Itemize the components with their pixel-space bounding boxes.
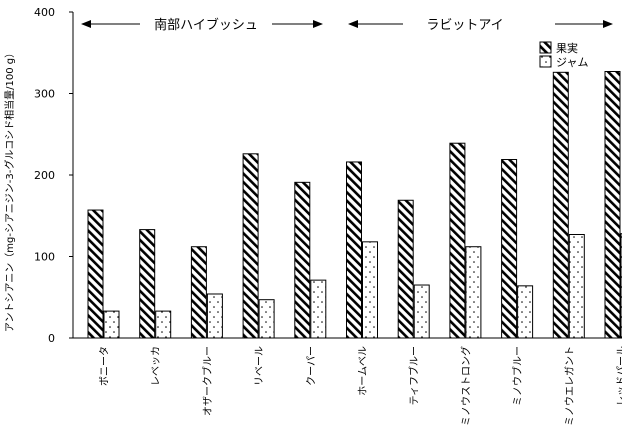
bar-fruit (552, 71, 569, 339)
legend-swatch-fruit (539, 41, 552, 54)
bar-jam (155, 310, 172, 339)
bar-jam (206, 293, 223, 339)
x-tick-labels: ボニータ レベッカ オザークブルー リベール クーパー ホームベル ティフブルー ミノウストロ… (99, 346, 622, 426)
bar-fruit (501, 159, 518, 339)
bar-fruit (87, 209, 104, 339)
bar-jam (258, 299, 275, 339)
bar-fruit (190, 246, 207, 339)
x-tick-label: ボニータ (99, 346, 111, 386)
x-tick-label: ミノウエレガント (564, 346, 576, 426)
y-tick-label: 100 (34, 251, 55, 264)
bar-jam (413, 284, 430, 339)
x-tick-label: リベール (254, 346, 266, 386)
legend-swatch-jam (539, 55, 552, 68)
bar-jam (568, 233, 585, 339)
bar-fruit (449, 142, 466, 339)
bar-jam (517, 285, 534, 339)
group-label-southern-highbush: 南部ハイブッシュ (154, 17, 258, 33)
group-annotations: 南部ハイブッシュ ラビットアイ (81, 17, 613, 33)
axes: 0 100 200 300 400 (34, 6, 622, 345)
bar-fruit (294, 181, 311, 339)
x-tick-label: ミノウストロング (459, 346, 472, 426)
bar-fruit (346, 161, 362, 339)
legend-label-jam: ジャム (556, 56, 588, 69)
bar-fruit (242, 153, 259, 339)
legend: 果実 ジャム (539, 41, 588, 69)
x-tick-label: レッドパール (616, 346, 622, 406)
y-tick-label: 300 (34, 88, 55, 101)
group-label-rabbiteye: ラビットアイ (426, 18, 503, 33)
x-tick-label: オザークブルー (201, 346, 214, 416)
x-tick-label: ティフブルー (408, 346, 421, 405)
bar-fruit (604, 70, 621, 339)
y-tick-label: 0 (48, 332, 55, 345)
bar-jam (362, 241, 378, 339)
x-tick-label: ミノウブルー (511, 346, 524, 406)
y-tick-label: 200 (34, 169, 55, 182)
bar-jam (465, 246, 482, 339)
y-tick-label: 400 (34, 6, 55, 19)
x-tick-label: レベッカ (150, 346, 162, 386)
y-axis-label: アントシアニン（mg-シアニジン-3-グルコシド相当量/100 g） (3, 48, 16, 332)
x-tick-label: ホームベル (357, 346, 369, 396)
legend-label-fruit: 果実 (556, 41, 578, 55)
bar-jam (103, 310, 120, 339)
bar-jam (310, 279, 327, 339)
bars (87, 70, 622, 339)
bar-fruit (139, 229, 156, 339)
bar-fruit (397, 199, 414, 339)
x-tick-label: クーパー (305, 346, 317, 386)
